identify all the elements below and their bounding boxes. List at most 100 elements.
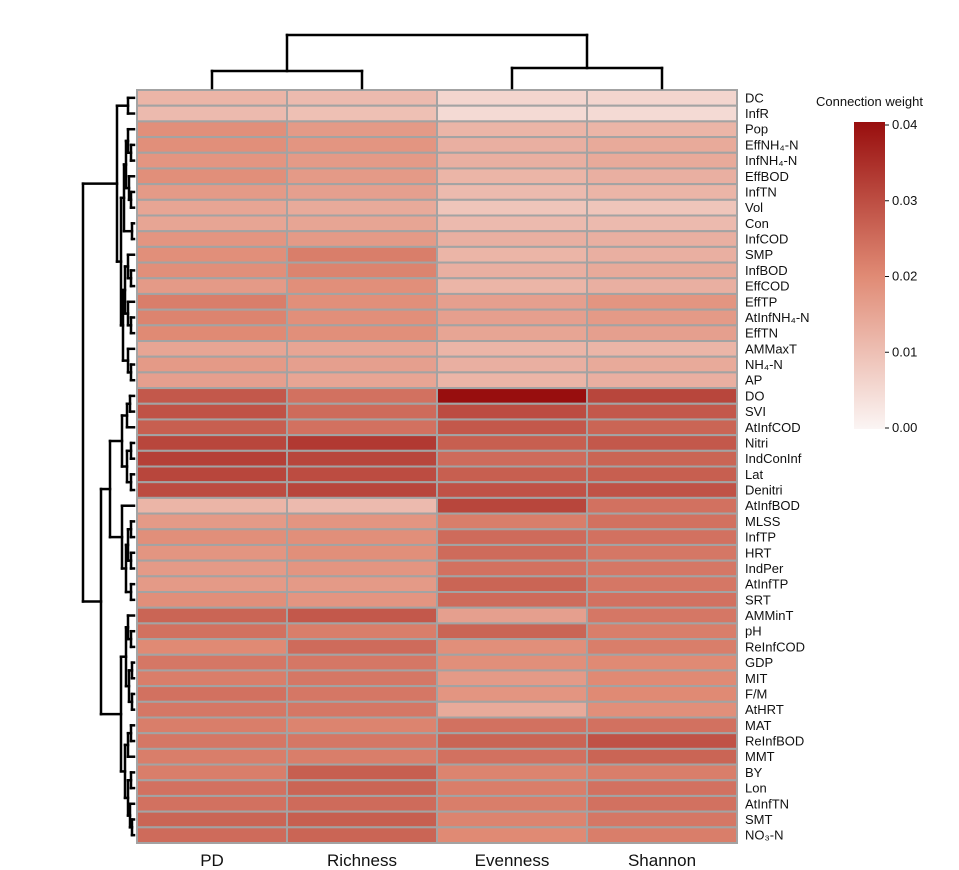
heatmap-cell: [136, 308, 288, 327]
heatmap-cell: [436, 245, 588, 264]
heatmap-cell: [436, 543, 588, 562]
row-label: Vol: [745, 200, 763, 215]
heatmap-cell: [436, 387, 588, 405]
row-label: AMMinT: [745, 608, 793, 623]
heatmap-cell: [436, 340, 588, 358]
heatmap-cell: [136, 794, 288, 813]
row-label: MIT: [745, 671, 767, 686]
heatmap-cell: [286, 104, 438, 123]
legend-tick-label: 0.03: [892, 193, 917, 208]
heatmap-cell: [436, 716, 588, 735]
heatmap-cell: [436, 732, 588, 750]
heatmap-cell: [586, 810, 738, 829]
heatmap-cell: [436, 151, 588, 170]
heatmap-cell: [436, 528, 588, 546]
row-label: AtHRT: [745, 702, 784, 717]
heatmap-cell: [436, 136, 588, 154]
heatmap-cell: [136, 292, 288, 311]
heatmap-cell: [136, 89, 288, 107]
heatmap-cell: [286, 794, 438, 813]
row-label: EffTN: [745, 326, 778, 341]
heatmap-cell: [436, 167, 588, 186]
heatmap-cell: [136, 198, 288, 217]
heatmap-cell: [136, 167, 288, 186]
heatmap-cell: [586, 104, 738, 123]
heatmap-cell: [436, 496, 588, 515]
column-label: Evenness: [475, 851, 550, 870]
heatmap-cell: [586, 794, 738, 813]
row-label: F/M: [745, 686, 767, 701]
heatmap-cell: [586, 653, 738, 672]
row-labels: DCInfRPopEffNH₄-NInfNH₄-NEffBODInfTNVolC…: [745, 90, 810, 842]
heatmap-cell: [286, 120, 438, 139]
heatmap-cell: [286, 434, 438, 452]
row-label: pH: [745, 624, 762, 639]
heatmap-cell: [136, 559, 288, 578]
heatmap-cell: [136, 214, 288, 233]
heatmap-cell: [586, 481, 738, 499]
heatmap-cell: [136, 826, 288, 844]
legend-tick-label: 0.02: [892, 269, 917, 284]
heatmap-cell: [436, 481, 588, 499]
heatmap-cell: [136, 230, 288, 248]
row-label: EffCOD: [745, 279, 790, 294]
heatmap-cell: [436, 622, 588, 641]
heatmap-cell: [586, 292, 738, 311]
column-label: Richness: [327, 851, 397, 870]
heatmap-cell: [136, 355, 288, 374]
heatmap-cell: [586, 198, 738, 217]
heatmap-cell: [136, 763, 288, 782]
row-label: GDP: [745, 655, 773, 670]
heatmap-cell: [136, 387, 288, 405]
heatmap-cell: [286, 716, 438, 735]
heatmap-cell: [286, 779, 438, 797]
row-label: MAT: [745, 718, 772, 733]
heatmap-cell: [586, 591, 738, 609]
heatmap-cell: [286, 183, 438, 201]
row-label: InfR: [745, 106, 769, 121]
heatmap-cell: [136, 700, 288, 719]
heatmap-cell: [586, 732, 738, 750]
row-label: HRT: [745, 545, 772, 560]
heatmap-cell: [586, 214, 738, 233]
heatmap-cell: [586, 434, 738, 452]
heatmap-cell: [286, 559, 438, 578]
heatmap-cell: [286, 763, 438, 782]
row-label: AtInfTP: [745, 577, 788, 592]
heatmap-cell: [586, 230, 738, 248]
heatmap-cell: [136, 810, 288, 829]
heatmap-cell: [136, 622, 288, 641]
heatmap-cell: [586, 575, 738, 593]
heatmap-cell: [286, 543, 438, 562]
heatmap-cell: [136, 136, 288, 154]
heatmap-cell: [586, 89, 738, 107]
row-label: NO₃-N: [745, 828, 784, 843]
heatmap-cell: [286, 512, 438, 531]
row-label: DC: [745, 90, 764, 105]
row-label: SMP: [745, 247, 773, 262]
heatmap-cell: [436, 575, 588, 593]
heatmap-cell: [436, 512, 588, 531]
heatmap-cell: [286, 292, 438, 311]
row-label: Lat: [745, 467, 763, 482]
heatmap-cell: [136, 151, 288, 170]
heatmap-cell: [136, 747, 288, 766]
heatmap-cell: [436, 324, 588, 342]
heatmap-cell: [436, 261, 588, 280]
heatmap-cell: [136, 277, 288, 295]
heatmap-cell: [286, 277, 438, 295]
column-dendrogram: [210, 33, 664, 90]
heatmap-cell: [436, 449, 588, 468]
heatmap-cell: [586, 669, 738, 688]
heatmap-cell: [286, 496, 438, 515]
row-label: InfCOD: [745, 232, 788, 247]
row-label: Lon: [745, 781, 767, 796]
heatmap-cell: [436, 402, 588, 421]
heatmap-cell: [436, 559, 588, 578]
heatmap-cell: [436, 120, 588, 139]
heatmap-cell: [586, 700, 738, 719]
heatmap-cell: [586, 418, 738, 437]
heatmap-cell: [586, 151, 738, 170]
heatmap-cell: [136, 543, 288, 562]
heatmap-cell: [286, 606, 438, 625]
